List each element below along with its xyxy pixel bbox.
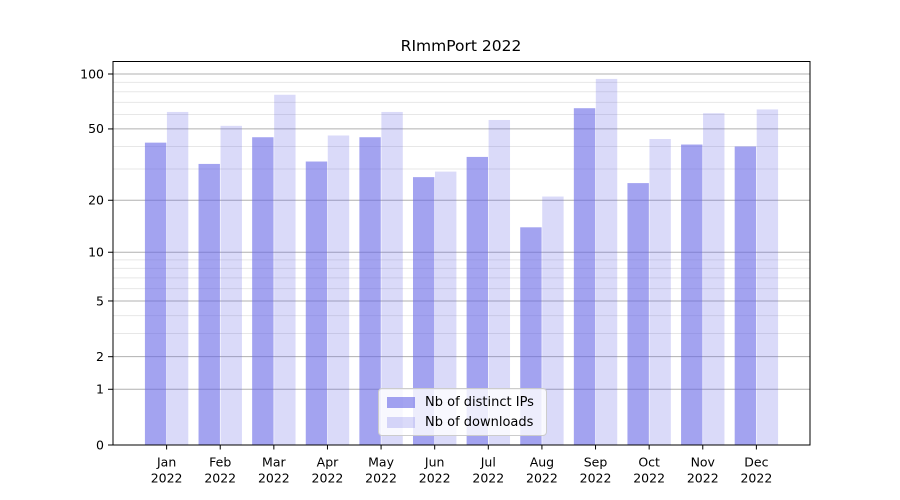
bar-distinct-ips-jan — [144, 142, 167, 445]
x-tick-label-month-oct: Oct — [638, 455, 660, 470]
y-tick-label-0: 0 — [96, 437, 104, 452]
bar-distinct-ips-nov — [681, 144, 703, 445]
x-tick-label-year-feb: 2022 — [204, 471, 236, 486]
x-tick-label-month-jun: Jun — [424, 455, 445, 470]
bar-distinct-ips-may — [359, 137, 381, 445]
bar-distinct-ips-oct — [627, 183, 649, 445]
x-tick-label-year-oct: 2022 — [633, 471, 665, 486]
x-tick-label-year-dec: 2022 — [740, 471, 772, 486]
x-tick-label-month-nov: Nov — [691, 455, 716, 470]
bar-downloads-jun — [434, 171, 457, 445]
x-tick-label-month-feb: Feb — [209, 455, 231, 470]
x-tick-label-year-nov: 2022 — [687, 471, 719, 486]
bar-downloads-apr — [327, 135, 350, 445]
y-tick-label-20: 20 — [88, 193, 104, 208]
y-tick-label-2: 2 — [96, 349, 104, 364]
y-tick-label-50: 50 — [88, 121, 104, 136]
bar-downloads-oct — [649, 138, 671, 446]
x-tick-label-month-aug: Aug — [530, 455, 554, 470]
x-tick-label-month-may: May — [368, 455, 394, 470]
x-tick-label-year-aug: 2022 — [526, 471, 558, 486]
x-tick-label-month-mar: Mar — [262, 455, 286, 470]
x-tick-label-year-jul: 2022 — [472, 471, 504, 486]
y-tick-label-1: 1 — [96, 382, 104, 397]
bar-distinct-ips-dec — [734, 146, 757, 445]
y-tick-label-10: 10 — [88, 245, 104, 260]
x-tick-label-year-apr: 2022 — [312, 471, 344, 486]
legend-item-distinct-ips: Nb of distinct IPs — [387, 395, 546, 410]
plot-border — [112, 61, 811, 446]
bar-downloads-dec — [756, 109, 779, 446]
x-tick-label-year-may: 2022 — [365, 471, 397, 486]
x-tick-label-year-jan: 2022 — [151, 471, 183, 486]
bar-downloads-nov — [703, 113, 725, 445]
x-tick-label-year-jun: 2022 — [419, 471, 451, 486]
bar-distinct-ips-sep — [573, 108, 596, 445]
x-tick-label-year-sep: 2022 — [580, 471, 612, 486]
bar-downloads-jul — [488, 119, 511, 446]
y-tick-label-5: 5 — [96, 293, 104, 308]
chart-title: RImmPort 2022 — [401, 37, 522, 55]
bar-distinct-ips-jul — [466, 156, 489, 445]
x-tick-label-month-apr: Apr — [317, 455, 339, 470]
bar-distinct-ips-apr — [305, 161, 328, 445]
legend-swatch-downloads — [387, 416, 415, 428]
bar-distinct-ips-jun — [412, 177, 435, 445]
bar-downloads-feb — [220, 125, 242, 445]
x-tick-label-month-sep: Sep — [584, 455, 608, 470]
bar-downloads-aug — [542, 196, 564, 445]
legend: Nb of distinct IPs Nb of downloads — [378, 388, 547, 436]
legend-swatch-distinct-ips — [387, 396, 415, 408]
bar-distinct-ips-mar — [252, 137, 274, 445]
x-tick-label-month-dec: Dec — [744, 455, 768, 470]
x-tick-label-year-mar: 2022 — [258, 471, 290, 486]
bar-downloads-mar — [274, 94, 296, 445]
bar-downloads-sep — [595, 78, 618, 446]
x-tick-label-month-jan: Jan — [156, 455, 176, 470]
x-tick-label-month-jul: Jul — [480, 455, 496, 470]
legend-item-downloads: Nb of downloads — [387, 415, 546, 430]
legend-label-distinct-ips: Nb of distinct IPs — [425, 394, 534, 410]
bar-downloads-may — [381, 111, 403, 445]
legend-label-downloads: Nb of downloads — [425, 414, 534, 430]
y-tick-label-100: 100 — [80, 66, 104, 81]
bar-downloads-jan — [166, 111, 189, 445]
bar-distinct-ips-feb — [198, 163, 220, 445]
